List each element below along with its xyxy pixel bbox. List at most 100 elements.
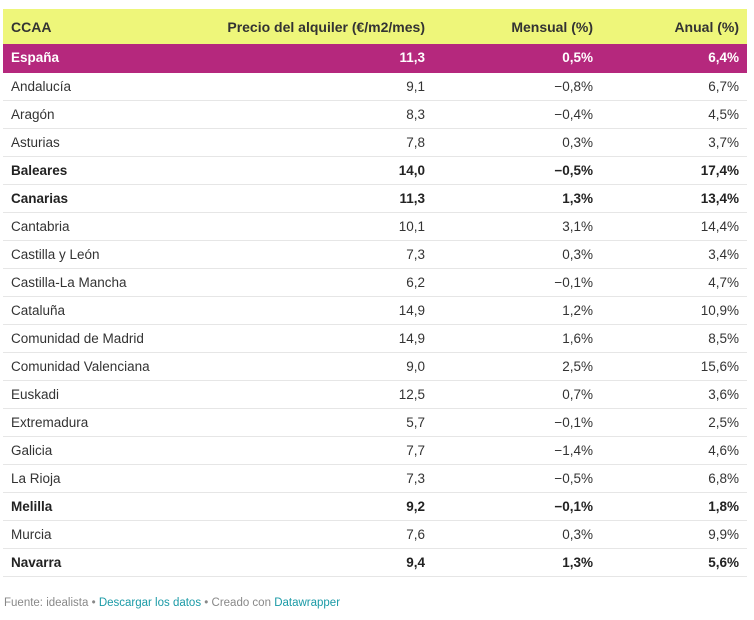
table-row: Castilla-La Mancha 6,2 −0,1% 4,7% — [3, 268, 747, 296]
table-row: Asturias 7,8 0,3% 3,7% — [3, 128, 747, 156]
table-row: Baleares 14,0 −0,5% 17,4% — [3, 156, 747, 184]
table-row: Navarra 9,4 1,3% 5,6% — [3, 548, 747, 576]
cell-anual: 3,4% — [708, 246, 739, 262]
table-row: Cantabria 10,1 3,1% 14,4% — [3, 212, 747, 240]
cell-ccaa: Canarias — [11, 190, 69, 206]
cell-mensual: 1,3% — [562, 554, 593, 570]
cell-precio: 14,9 — [398, 302, 425, 318]
cell-ccaa: Melilla — [11, 498, 53, 514]
cell-precio: 9,0 — [406, 358, 425, 374]
footer-separator: • — [88, 597, 99, 609]
cell-anual: 6,4% — [708, 50, 739, 66]
column-header-mensual[interactable]: Mensual (%) — [511, 18, 593, 35]
cell-precio: 10,1 — [398, 218, 425, 234]
cell-precio: 7,8 — [406, 134, 425, 150]
cell-precio: 14,0 — [398, 162, 425, 178]
cell-ccaa: La Rioja — [11, 470, 61, 486]
cell-anual: 6,8% — [708, 470, 739, 486]
cell-precio: 7,7 — [406, 442, 425, 458]
data-table: CCAA Precio del alquiler (€/m2/mes) Mens… — [3, 9, 747, 577]
cell-ccaa: Murcia — [11, 526, 52, 542]
cell-mensual: −1,4% — [554, 442, 593, 458]
cell-mensual: 2,5% — [562, 358, 593, 374]
table-row: España 11,3 0,5% 6,4% — [3, 44, 747, 72]
cell-mensual: 0,3% — [562, 134, 593, 150]
cell-precio: 7,3 — [406, 246, 425, 262]
cell-mensual: 1,2% — [562, 302, 593, 318]
cell-precio: 11,3 — [399, 190, 425, 206]
cell-mensual: 3,1% — [562, 218, 593, 234]
cell-mensual: −0,5% — [554, 162, 593, 178]
cell-precio: 6,2 — [406, 274, 425, 290]
cell-mensual: 0,7% — [562, 386, 593, 402]
cell-mensual: −0,5% — [554, 470, 593, 486]
cell-ccaa: Castilla y León — [11, 246, 100, 262]
cell-precio: 9,4 — [406, 554, 425, 570]
cell-mensual: −0,8% — [554, 78, 593, 94]
data-table-container: CCAA Precio del alquiler (€/m2/mes) Mens… — [3, 9, 747, 577]
cell-anual: 6,7% — [708, 78, 739, 94]
table-header: CCAA Precio del alquiler (€/m2/mes) Mens… — [3, 9, 747, 44]
cell-ccaa: Cantabria — [11, 218, 70, 234]
cell-precio: 9,1 — [406, 78, 425, 94]
cell-anual: 17,4% — [700, 162, 739, 178]
cell-anual: 4,7% — [708, 274, 739, 290]
cell-anual: 5,6% — [708, 554, 739, 570]
cell-precio: 12,5 — [398, 386, 425, 402]
table-row: La Rioja 7,3 −0,5% 6,8% — [3, 464, 747, 492]
cell-ccaa: Asturias — [11, 134, 60, 150]
cell-ccaa: Navarra — [11, 554, 62, 570]
cell-mensual: 0,3% — [562, 526, 593, 542]
cell-precio: 11,3 — [399, 50, 425, 66]
header-row: CCAA Precio del alquiler (€/m2/mes) Mens… — [3, 9, 747, 44]
cell-anual: 14,4% — [700, 218, 739, 234]
cell-anual: 1,8% — [708, 498, 739, 514]
footer: Fuente: idealista • Descargar los datos … — [4, 597, 340, 609]
cell-anual: 13,4% — [700, 190, 739, 206]
cell-anual: 4,5% — [708, 106, 739, 122]
cell-precio: 7,3 — [406, 470, 425, 486]
footer-source: Fuente: idealista — [4, 597, 89, 609]
cell-ccaa: Comunidad de Madrid — [11, 330, 144, 346]
cell-anual: 4,6% — [708, 442, 739, 458]
cell-precio: 14,9 — [398, 330, 425, 346]
cell-precio: 5,7 — [406, 414, 425, 430]
column-header-anual[interactable]: Anual (%) — [674, 18, 739, 35]
cell-mensual: −0,4% — [554, 106, 593, 122]
column-header-ccaa[interactable]: CCAA — [11, 18, 52, 35]
cell-mensual: −0,1% — [554, 498, 593, 514]
cell-mensual: 1,6% — [562, 330, 593, 346]
cell-ccaa: Euskadi — [11, 386, 60, 402]
cell-ccaa: Andalucía — [11, 78, 72, 94]
table-row: Euskadi 12,5 0,7% 3,6% — [3, 380, 747, 408]
cell-anual: 2,5% — [708, 414, 739, 430]
cell-anual: 15,6% — [700, 358, 739, 374]
cell-precio: 8,3 — [406, 106, 425, 122]
cell-ccaa: España — [11, 50, 60, 66]
table-row: Murcia 7,6 0,3% 9,9% — [3, 520, 747, 548]
cell-ccaa: Extremadura — [11, 414, 89, 430]
cell-ccaa: Castilla-La Mancha — [11, 274, 127, 290]
cell-anual: 10,9% — [700, 302, 739, 318]
cell-mensual: 0,5% — [562, 50, 593, 66]
cell-mensual: 0,3% — [562, 246, 593, 262]
cell-anual: 3,7% — [708, 134, 739, 150]
cell-ccaa: Baleares — [11, 162, 68, 178]
cell-ccaa: Galicia — [11, 442, 53, 458]
footer-created-with: Creado con — [211, 597, 271, 609]
table-row: Andalucía 9,1 −0,8% 6,7% — [3, 72, 747, 100]
table-row: Canarias 11,3 1,3% 13,4% — [3, 184, 747, 212]
table-row: Cataluña 14,9 1,2% 10,9% — [3, 296, 747, 324]
table-row: Castilla y León 7,3 0,3% 3,4% — [3, 240, 747, 268]
column-header-precio[interactable]: Precio del alquiler (€/m2/mes) — [227, 18, 425, 35]
download-data-link[interactable]: Descargar los datos — [98, 597, 202, 609]
footer-separator: • — [201, 597, 212, 609]
table-row: Comunidad de Madrid 14,9 1,6% 8,5% — [3, 324, 747, 352]
table-row: Aragón 8,3 −0,4% 4,5% — [3, 100, 747, 128]
table-row: Comunidad Valenciana 9,0 2,5% 15,6% — [3, 352, 747, 380]
cell-precio: 9,2 — [406, 498, 425, 514]
datawrapper-link[interactable]: Datawrapper — [274, 597, 341, 609]
cell-anual: 3,6% — [708, 386, 739, 402]
cell-mensual: −0,1% — [554, 274, 593, 290]
cell-anual: 8,5% — [708, 330, 739, 346]
